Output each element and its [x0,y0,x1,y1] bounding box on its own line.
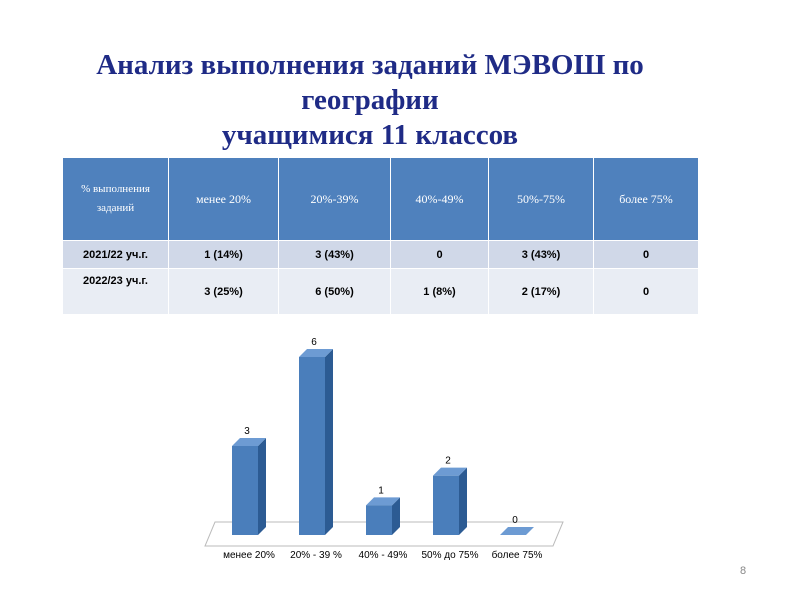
header-cell: менее 20% [168,157,279,241]
bar-top [366,497,400,506]
table-row: 2022/23 уч.г. 3 (25%) 6 (50%) 1 (8%) 2 (17%)… [62,268,699,315]
data-label: 2 [445,456,451,467]
table-cell: 0 [593,240,699,269]
x-tick-label: 50% до 75% [422,550,479,561]
data-label: 6 [311,337,317,348]
results-table: % выполнения заданий менее 20% 20%-39% 40%-… [62,157,699,315]
bar [366,505,392,535]
x-tick-label: менее 20% [223,550,275,561]
data-label: 0 [512,515,518,526]
title-line: учащимися 11 классов [221,119,519,151]
header-row: % выполнения заданий менее 20% 20%-39% 40%-… [62,157,699,241]
table-cell: 3 (25%) [168,268,279,315]
bar-top [299,349,333,357]
bar [232,446,258,535]
data-label: 3 [244,426,250,437]
bar-top [500,527,534,535]
table-body: 2021/22 уч.г. 1 (14%) 3 (43%) 0 3 (43%) 0 2022… [62,240,699,315]
table-cell: 0 [593,268,699,315]
table-cell: 0 [390,240,489,269]
bar-top [232,438,266,446]
bar-side [459,467,467,535]
bar-side [392,497,400,535]
table-cell: 2 (17%) [488,268,594,315]
bar [433,475,459,535]
table-cell: 2021/22 уч.г. [62,240,169,269]
x-tick-label: более 75% [492,549,543,561]
bar-side [258,438,266,535]
title-line: географии [301,84,439,116]
bar-side [325,349,333,535]
bar-top [433,467,467,476]
bar [299,357,325,535]
x-tick-label: 40% - 49% [359,550,408,561]
header-cell: 40%-49% [390,157,489,241]
x-tick-label: 20% - 39 % [290,550,342,561]
table-cell: 6 (50%) [278,268,391,315]
header-cell: 20%-39% [278,157,391,241]
table-cell: 3 (43%) [278,240,391,269]
table-cell: 1 (14%) [168,240,279,269]
header-cell: более 75% [593,157,699,241]
data-label: 1 [378,485,384,496]
page-number: 8 [740,565,747,577]
table-cell: 1 (8%) [390,268,489,315]
slide-title: Анализ выполнения заданий МЭВОШ по геогр… [40,48,700,153]
title-line: Анализ выполнения заданий МЭВОШ по [96,49,644,81]
